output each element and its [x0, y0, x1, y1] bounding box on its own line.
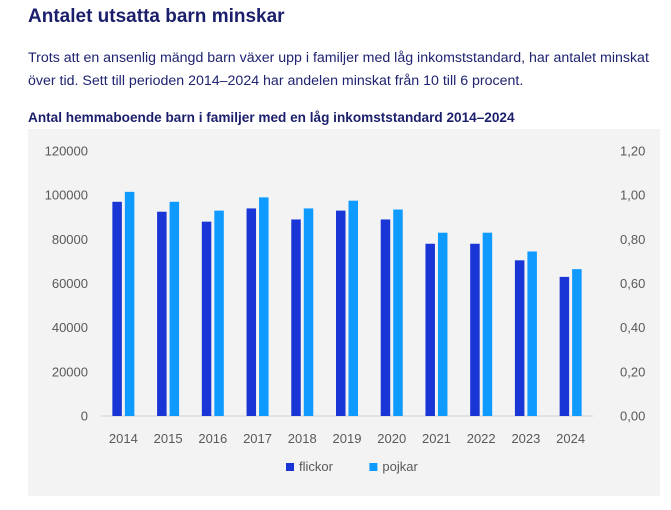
bar-flickor-2019 [336, 210, 346, 416]
y2-axis-tick-label: 1,20 [620, 144, 645, 159]
chart-title: Antal hemmaboende barn i familjer med en… [28, 110, 515, 125]
legend-swatch-pojkar [369, 463, 378, 471]
bar-pojkar-2019 [348, 200, 358, 416]
bar-pojkar-2023 [527, 251, 537, 416]
x-axis-tick-label: 2014 [109, 431, 138, 446]
bar-flickor-2015 [157, 211, 167, 416]
bar-pojkar-2020 [393, 209, 403, 416]
x-axis-tick-label: 2024 [556, 431, 585, 446]
bar-chart: 0 20000 40000 60000 80000 100000 120000 0,00 0,2… [45, 144, 646, 475]
bar-pojkar-2017 [259, 197, 269, 416]
x-axis-tick-label: 2020 [377, 431, 406, 446]
bar-flickor-2024 [559, 276, 570, 416]
bar-flickor-2020 [380, 219, 391, 416]
y2-axis-tick-label: 0,20 [620, 364, 645, 379]
bar-pojkar-2014 [124, 191, 135, 416]
legend-label-pojkar: pojkar [382, 459, 418, 474]
bar-flickor-2023 [514, 260, 525, 416]
bar-flickor-2017 [246, 208, 257, 416]
y-axis-tick-label: 60000 [52, 276, 88, 291]
bar-flickor-2022 [470, 243, 480, 416]
y2-axis-tick-label: 1,00 [620, 188, 645, 203]
x-axis-tick-label: 2023 [511, 431, 540, 446]
x-axis-tick-label: 2015 [154, 431, 183, 446]
y2-axis-tick-label: 0,80 [620, 232, 645, 247]
bar-pojkar-2024 [572, 269, 582, 416]
legend-swatch-flickor [286, 463, 294, 471]
chart-panel: 0 20000 40000 60000 80000 100000 120000 0,00 0,2… [28, 129, 660, 496]
y2-axis-tick-label: 0,40 [620, 320, 645, 335]
x-axis-tick-label: 2018 [288, 431, 317, 446]
bar-pojkar-2018 [303, 208, 314, 416]
bar-flickor-2021 [425, 243, 435, 416]
y-axis-tick-label: 80000 [52, 232, 88, 247]
y2-axis-tick-label: 0,60 [620, 276, 645, 291]
bar-pojkar-2015 [169, 201, 180, 416]
y-axis-tick-label: 20000 [52, 364, 88, 379]
bar-pojkar-2021 [437, 232, 448, 416]
bar-pojkar-2016 [214, 210, 224, 416]
bar-flickor-2014 [112, 201, 122, 416]
x-axis-tick-label: 2022 [467, 431, 496, 446]
bar-flickor-2018 [291, 219, 301, 416]
bar-flickor-2016 [201, 221, 212, 416]
page-heading: Antalet utsatta barn minskar [28, 6, 285, 27]
legend-label-flickor: flickor [299, 459, 334, 474]
x-axis-tick-label: 2017 [243, 431, 272, 446]
x-axis-tick-label: 2019 [333, 431, 362, 446]
y-axis-tick-label: 0 [81, 409, 88, 424]
y2-axis-tick-label: 0,00 [620, 409, 645, 424]
x-axis-tick-label: 2016 [198, 431, 227, 446]
y-axis-tick-label: 100000 [45, 188, 88, 203]
y-axis-tick-label: 120000 [45, 144, 88, 159]
bar-pojkar-2022 [482, 232, 493, 416]
y-axis-tick-label: 40000 [52, 320, 88, 335]
intro-paragraph: Trots att en ansenlig mängd barn växer u… [28, 50, 649, 89]
x-axis-tick-label: 2021 [422, 431, 451, 446]
